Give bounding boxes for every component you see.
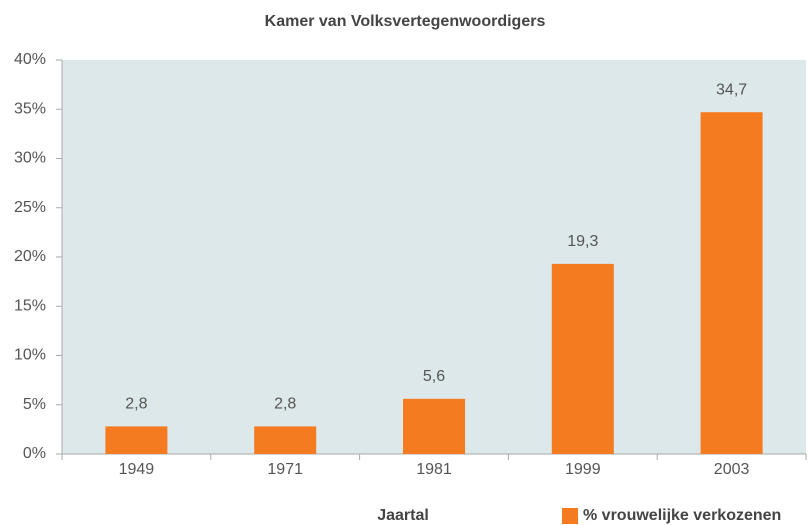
data-label: 34,7 [716, 81, 747, 98]
data-label: 2,8 [274, 396, 296, 413]
data-label: 2,8 [125, 396, 147, 413]
y-tick-label: 25% [14, 199, 46, 216]
bar [254, 426, 317, 454]
y-tick-label: 15% [14, 297, 46, 314]
x-tick-label: 1949 [119, 461, 155, 478]
x-tick-label: 1971 [267, 461, 303, 478]
chart-title: Kamer van Volksvertegenwoordigers [265, 13, 546, 30]
bar [403, 398, 465, 454]
bar [551, 263, 614, 454]
plot-area [62, 60, 806, 454]
data-label: 19,3 [567, 233, 598, 250]
legend-label: % vrouwelijke verkozenen [583, 507, 781, 524]
y-tick-label: 5% [23, 396, 46, 413]
x-tick-label: 1999 [565, 461, 601, 478]
bar [700, 112, 763, 454]
x-tick-label: 1981 [416, 461, 452, 478]
y-tick-label: 10% [14, 347, 46, 364]
x-tick-label: 2003 [714, 461, 750, 478]
y-tick-label: 40% [14, 51, 46, 68]
y-tick-label: 20% [14, 248, 46, 265]
legend-swatch [562, 508, 578, 524]
x-axis-label: Jaartal [377, 507, 429, 524]
data-label: 5,6 [423, 368, 445, 385]
y-tick-label: 35% [14, 100, 46, 117]
bar [105, 426, 168, 454]
y-tick-label: 30% [14, 150, 46, 167]
y-tick-label: 0% [23, 445, 46, 462]
